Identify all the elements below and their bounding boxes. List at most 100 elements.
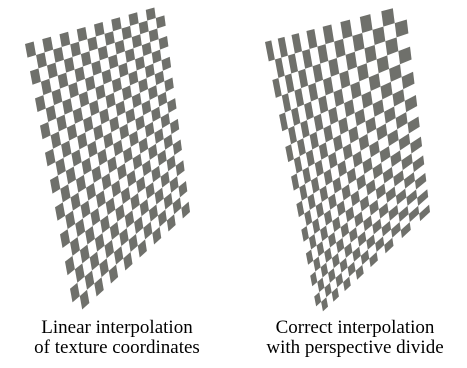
checker-square	[170, 118, 180, 135]
checker-square	[104, 239, 114, 259]
checker-square	[363, 215, 373, 232]
checker-square	[385, 186, 396, 203]
checker-square	[297, 138, 306, 157]
checker-square	[328, 151, 338, 169]
checker-square	[138, 137, 149, 154]
checker-square	[376, 123, 388, 141]
checker-square	[400, 222, 411, 239]
checker-square	[356, 173, 367, 191]
checker-square	[319, 185, 329, 203]
checker-square	[103, 132, 114, 149]
checker-square	[86, 182, 96, 201]
checker-square	[343, 276, 351, 292]
checker-square	[337, 160, 347, 178]
checker-square	[78, 91, 90, 108]
checker-square	[132, 153, 143, 171]
checker-square	[131, 92, 142, 109]
checker-square	[154, 187, 164, 205]
checker-square	[378, 202, 389, 219]
checker-square	[42, 36, 54, 53]
checker-square	[114, 39, 125, 55]
checker-square	[361, 91, 373, 109]
checker-square	[100, 215, 110, 234]
checker-square	[302, 166, 311, 184]
checker-square	[118, 62, 129, 78]
checker-square	[284, 73, 295, 94]
checker-square	[87, 140, 98, 158]
checker-square	[128, 233, 138, 253]
checker-square	[113, 139, 124, 157]
checker-square	[155, 15, 166, 29]
checker-square	[80, 200, 91, 219]
checker-square	[308, 234, 317, 250]
checker-square	[101, 69, 112, 85]
checker-square	[395, 188, 407, 205]
checker-square	[87, 36, 98, 52]
checker-square	[138, 20, 149, 35]
checker-square	[137, 239, 147, 258]
checker-square	[401, 153, 413, 171]
checker-square	[95, 84, 106, 101]
linear-interpolation-plane	[25, 7, 190, 310]
checker-square	[91, 165, 102, 183]
checker-square	[348, 126, 359, 144]
checker-square	[398, 205, 409, 222]
checker-square	[129, 130, 139, 147]
checker-square	[277, 36, 288, 58]
checker-square	[84, 270, 95, 290]
checker-square	[307, 193, 316, 210]
checker-square	[109, 221, 120, 240]
checker-square	[317, 277, 325, 293]
checker-square	[316, 241, 325, 257]
checker-square	[63, 56, 75, 73]
checker-square	[142, 159, 152, 177]
checker-square	[125, 108, 136, 124]
checker-square	[291, 107, 301, 126]
checker-square	[285, 144, 294, 163]
checker-square	[111, 17, 122, 32]
checker-square	[339, 70, 351, 89]
checker-square	[294, 88, 305, 108]
checker-square	[365, 116, 377, 134]
checker-square	[321, 297, 329, 312]
checker-square	[288, 125, 297, 145]
checker-square	[91, 60, 102, 76]
checker-square	[336, 237, 345, 254]
checker-square	[372, 218, 382, 235]
checker-square	[74, 66, 86, 83]
checker-square	[128, 70, 139, 86]
checker-square	[94, 233, 105, 252]
checker-square	[335, 272, 344, 288]
checker-square	[342, 143, 353, 161]
checker-square	[138, 78, 149, 93]
checker-square	[115, 204, 125, 222]
checker-square	[320, 262, 329, 278]
checker-square	[385, 37, 399, 56]
checker-square	[107, 156, 118, 174]
checker-square	[126, 170, 137, 187]
perspective-caption: Correct interpolation with perspective d…	[250, 318, 460, 358]
checker-square	[309, 131, 319, 150]
checker-square	[345, 51, 358, 71]
checker-square	[281, 93, 292, 113]
checker-square	[101, 173, 112, 191]
checker-square	[384, 106, 396, 124]
checker-square	[95, 190, 106, 208]
perspective-caption-line-1: Correct interpolation	[275, 317, 435, 338]
checker-square	[323, 168, 333, 186]
checker-square	[80, 51, 92, 67]
checker-square	[313, 113, 324, 132]
checker-square	[167, 98, 177, 113]
checker-square	[175, 160, 185, 177]
checker-square	[89, 100, 100, 117]
checker-square	[398, 133, 411, 151]
checker-square	[160, 171, 170, 188]
checker-square	[113, 246, 124, 265]
checker-square	[135, 56, 145, 71]
checker-square	[308, 82, 319, 102]
checker-square	[115, 100, 126, 117]
checker-square	[369, 140, 380, 158]
checker-square	[119, 123, 130, 140]
checker-square	[36, 52, 47, 69]
